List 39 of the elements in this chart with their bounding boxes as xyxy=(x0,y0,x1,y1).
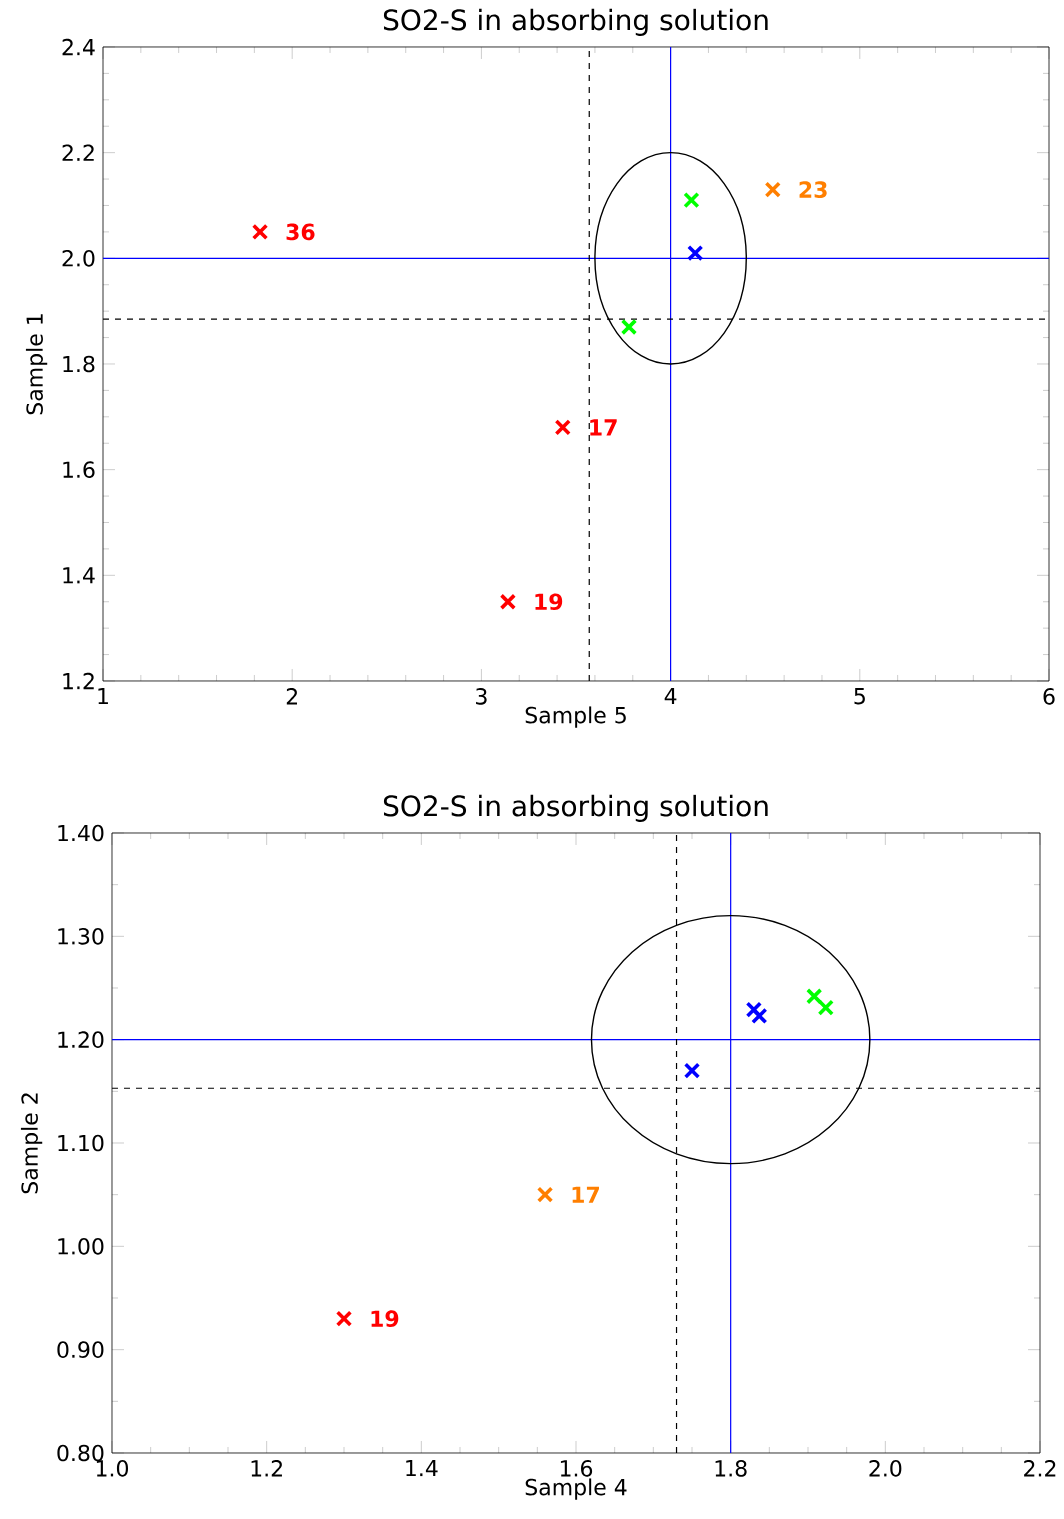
y-tick-label: 1.6 xyxy=(63,461,95,478)
y-tick-label: 2.4 xyxy=(62,38,95,56)
annotation: 23 xyxy=(799,181,827,198)
y-tick-label: 1.8 xyxy=(63,355,95,373)
x-tick-label: 1.8 xyxy=(715,1460,747,1477)
x-tick-label: 1.4 xyxy=(406,1460,438,1477)
x-axis-title: Sample 4 xyxy=(525,1478,627,1500)
x-tick-label: 2.0 xyxy=(869,1460,902,1477)
annotation: 17 xyxy=(572,1186,599,1203)
y-tick-label: 0.90 xyxy=(57,1341,104,1358)
x-tick-label: 1.0 xyxy=(96,1460,128,1477)
annotation: 19 xyxy=(371,1310,399,1327)
x-tick-label: 6 xyxy=(1043,688,1055,705)
annotation: 36 xyxy=(286,223,315,241)
y-tick-label: 1.40 xyxy=(58,824,104,842)
x-tick-label: 5 xyxy=(854,688,865,705)
x-axis-title: Sample 5 xyxy=(525,706,626,728)
chart-title: SO2-S in absorbing solution xyxy=(383,794,768,822)
y-tick-label: 1.4 xyxy=(63,567,95,584)
y-tick-label: 1.2 xyxy=(63,672,94,690)
x-tick-label: 1.6 xyxy=(560,1460,593,1477)
x-tick-label: 2 xyxy=(286,688,297,705)
x-tick-label: 3 xyxy=(475,688,487,705)
y-tick-label: 1.30 xyxy=(58,928,104,945)
x-tick-label: 2.2 xyxy=(1024,1460,1056,1477)
y-tick-label: 2.2 xyxy=(62,144,94,161)
y-axis-title: Sample 1 xyxy=(25,314,48,415)
y-tick-label: 1.10 xyxy=(58,1134,104,1152)
y-axis-title: Sample 2 xyxy=(20,1093,43,1194)
x-tick-label: 1 xyxy=(98,688,108,705)
y-tick-label: 0.80 xyxy=(57,1444,104,1462)
annotation: 17 xyxy=(590,419,617,436)
annotation: 19 xyxy=(535,593,563,611)
y-tick-label: 1.20 xyxy=(58,1031,104,1048)
y-tick-label: 1.00 xyxy=(58,1238,104,1255)
chart-title: SO2-S in absorbing solution xyxy=(383,8,768,36)
x-tick-label: 4 xyxy=(664,688,677,705)
y-tick-label: 2.0 xyxy=(62,250,95,267)
x-tick-label: 1.2 xyxy=(251,1460,282,1477)
